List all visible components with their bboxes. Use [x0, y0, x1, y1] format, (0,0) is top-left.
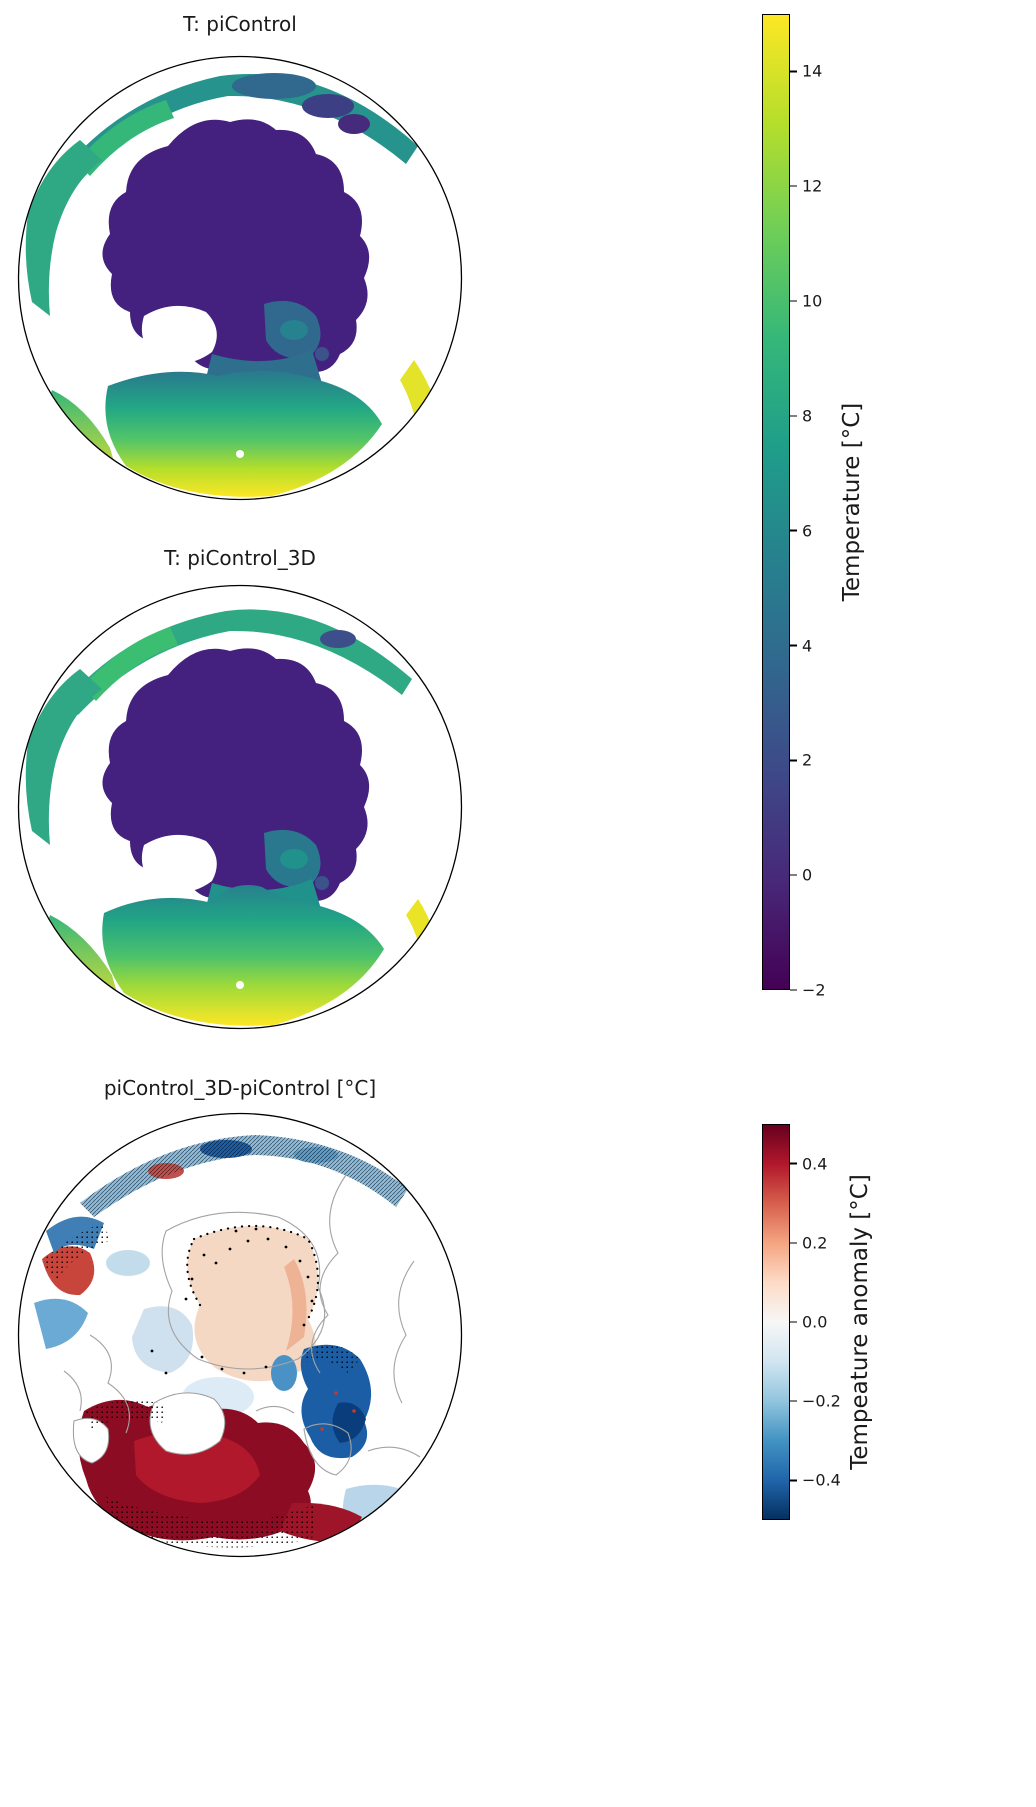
- pacific-band: [25, 140, 102, 316]
- barents-cold-core: [332, 1402, 366, 1443]
- colorbar-tick-8: 8: [790, 406, 812, 425]
- north-atlantic-warm: [105, 370, 383, 497]
- colorbar-tick-0.4: 0.4: [790, 1154, 827, 1173]
- colorbar-tick-6: 6: [790, 521, 812, 540]
- tick-mark: [790, 415, 797, 417]
- colorbar-temperature-gradient: [762, 14, 790, 990]
- colorbar-anomaly-gradient: [762, 1124, 790, 1520]
- stipple-dots: [150, 1227, 314, 1375]
- map-picontrol: [17, 55, 463, 501]
- tick-label: 2: [802, 750, 813, 770]
- colorbar-tick-4: 4: [790, 636, 812, 655]
- iceland-land: [236, 450, 244, 458]
- barents-inflow-core: [280, 849, 308, 869]
- map-anomaly-data-layer: [34, 1135, 421, 1548]
- tick-mark: [790, 1479, 797, 1482]
- tick-label: 10: [802, 291, 823, 311]
- map-anomaly: [17, 1112, 463, 1558]
- tick-mark: [790, 874, 797, 876]
- tick-label: 12: [802, 176, 823, 196]
- panel-title-picontrol-3d: T: piControl_3D: [164, 546, 316, 570]
- map-boundary-circle: [17, 55, 463, 501]
- warm-specks: [320, 1391, 356, 1431]
- tick-label: 0.0: [802, 1312, 828, 1332]
- green-band-topleft: [76, 100, 174, 176]
- colorbar-anomaly-label: Tempeature anomaly [°C]: [847, 1174, 873, 1470]
- island-channels: [306, 703, 362, 890]
- bottomright-cold-spot: [384, 1503, 408, 1519]
- tick-mark: [790, 1242, 797, 1244]
- tick-mark: [790, 989, 797, 991]
- cold-patches-top: [232, 73, 370, 134]
- tick-mark: [790, 759, 797, 762]
- greenland-land: [149, 1392, 226, 1455]
- tick-label: 6: [802, 521, 813, 541]
- colorbar-temperature-label: Temperature [°C]: [839, 402, 865, 602]
- tick-label: 14: [802, 61, 823, 81]
- central-warm-anomaly: [187, 1226, 318, 1382]
- colorbar-tick-2: 2: [790, 751, 812, 770]
- map-boundary-circle: [17, 584, 463, 1030]
- stippling-ring: [186, 1224, 320, 1321]
- iceland-land: [236, 981, 244, 989]
- colorbar-tick-14: 14: [790, 62, 822, 81]
- map-picontrol-data-layer: [25, 73, 442, 497]
- colorbar-tick-−2: −2: [790, 981, 826, 1000]
- rim-band-hatching: [80, 1135, 408, 1217]
- colorbar-anomaly: Tempeature anomaly [°C] 0.4 0.2 0.0 −0.2 −0.…: [762, 1124, 873, 1520]
- map-picontrol-3d: [17, 584, 463, 1030]
- tick-mark: [790, 1162, 797, 1165]
- warm-sliver-right: [406, 899, 440, 977]
- colorbar-tick-−0.2: −0.2: [790, 1392, 841, 1411]
- tick-label: 0: [802, 865, 813, 885]
- warm-sliver-right: [400, 360, 442, 454]
- stippling-regions: [42, 1223, 360, 1548]
- colorbar-tick-10: 10: [790, 292, 822, 311]
- tick-mark: [790, 1321, 797, 1323]
- pacific-band: [25, 669, 102, 845]
- central-warm-core: [284, 1259, 307, 1351]
- colorbar-tick-0.2: 0.2: [790, 1233, 827, 1252]
- tick-label: −0.2: [802, 1391, 841, 1411]
- panel-title-anomaly: piControl_3D-piControl [°C]: [103, 1076, 377, 1100]
- cold-patch-top: [320, 630, 356, 648]
- arctic-ocean-region: [102, 648, 370, 911]
- greenland-land: [141, 834, 217, 893]
- colorbar-temperature: Temperature [°C] 14 12 10 8 6 4 2 0 −2: [762, 14, 865, 1000]
- tick-mark: [790, 70, 797, 73]
- north-atlantic-warm: [102, 885, 384, 1026]
- green-band-topleft: [82, 627, 178, 701]
- colorbar-tick-−0.4: −0.4: [790, 1471, 841, 1490]
- greenland-land: [141, 305, 217, 364]
- tick-label: 8: [802, 406, 813, 426]
- tick-mark: [790, 644, 797, 647]
- barents-inflow-core: [280, 320, 308, 340]
- tick-mark: [790, 529, 797, 532]
- colorbar-tick-0.0: 0.0: [790, 1313, 827, 1332]
- colorbar-tick-0: 0: [790, 866, 812, 885]
- tick-mark: [790, 300, 797, 302]
- tick-mark: [790, 1400, 797, 1402]
- tick-label: −0.4: [802, 1470, 841, 1490]
- tick-mark: [790, 185, 797, 187]
- upperleft-cold-patch: [34, 1298, 88, 1349]
- barents-cold-edge: [271, 1355, 297, 1391]
- tick-label: 4: [802, 636, 813, 656]
- arctic-ocean-region: [102, 119, 370, 382]
- panel-title-picontrol: T: piControl: [183, 12, 297, 36]
- coastlines: [63, 1174, 421, 1476]
- map-boundary-circle: [17, 1112, 463, 1558]
- colorbar-tick-12: 12: [790, 177, 822, 196]
- island-channels: [306, 174, 362, 361]
- tick-label: 0.2: [802, 1233, 828, 1253]
- map-picontrol-3d-data-layer: [25, 609, 440, 1026]
- tick-label: 0.4: [802, 1154, 828, 1174]
- tick-label: −2: [802, 980, 826, 1000]
